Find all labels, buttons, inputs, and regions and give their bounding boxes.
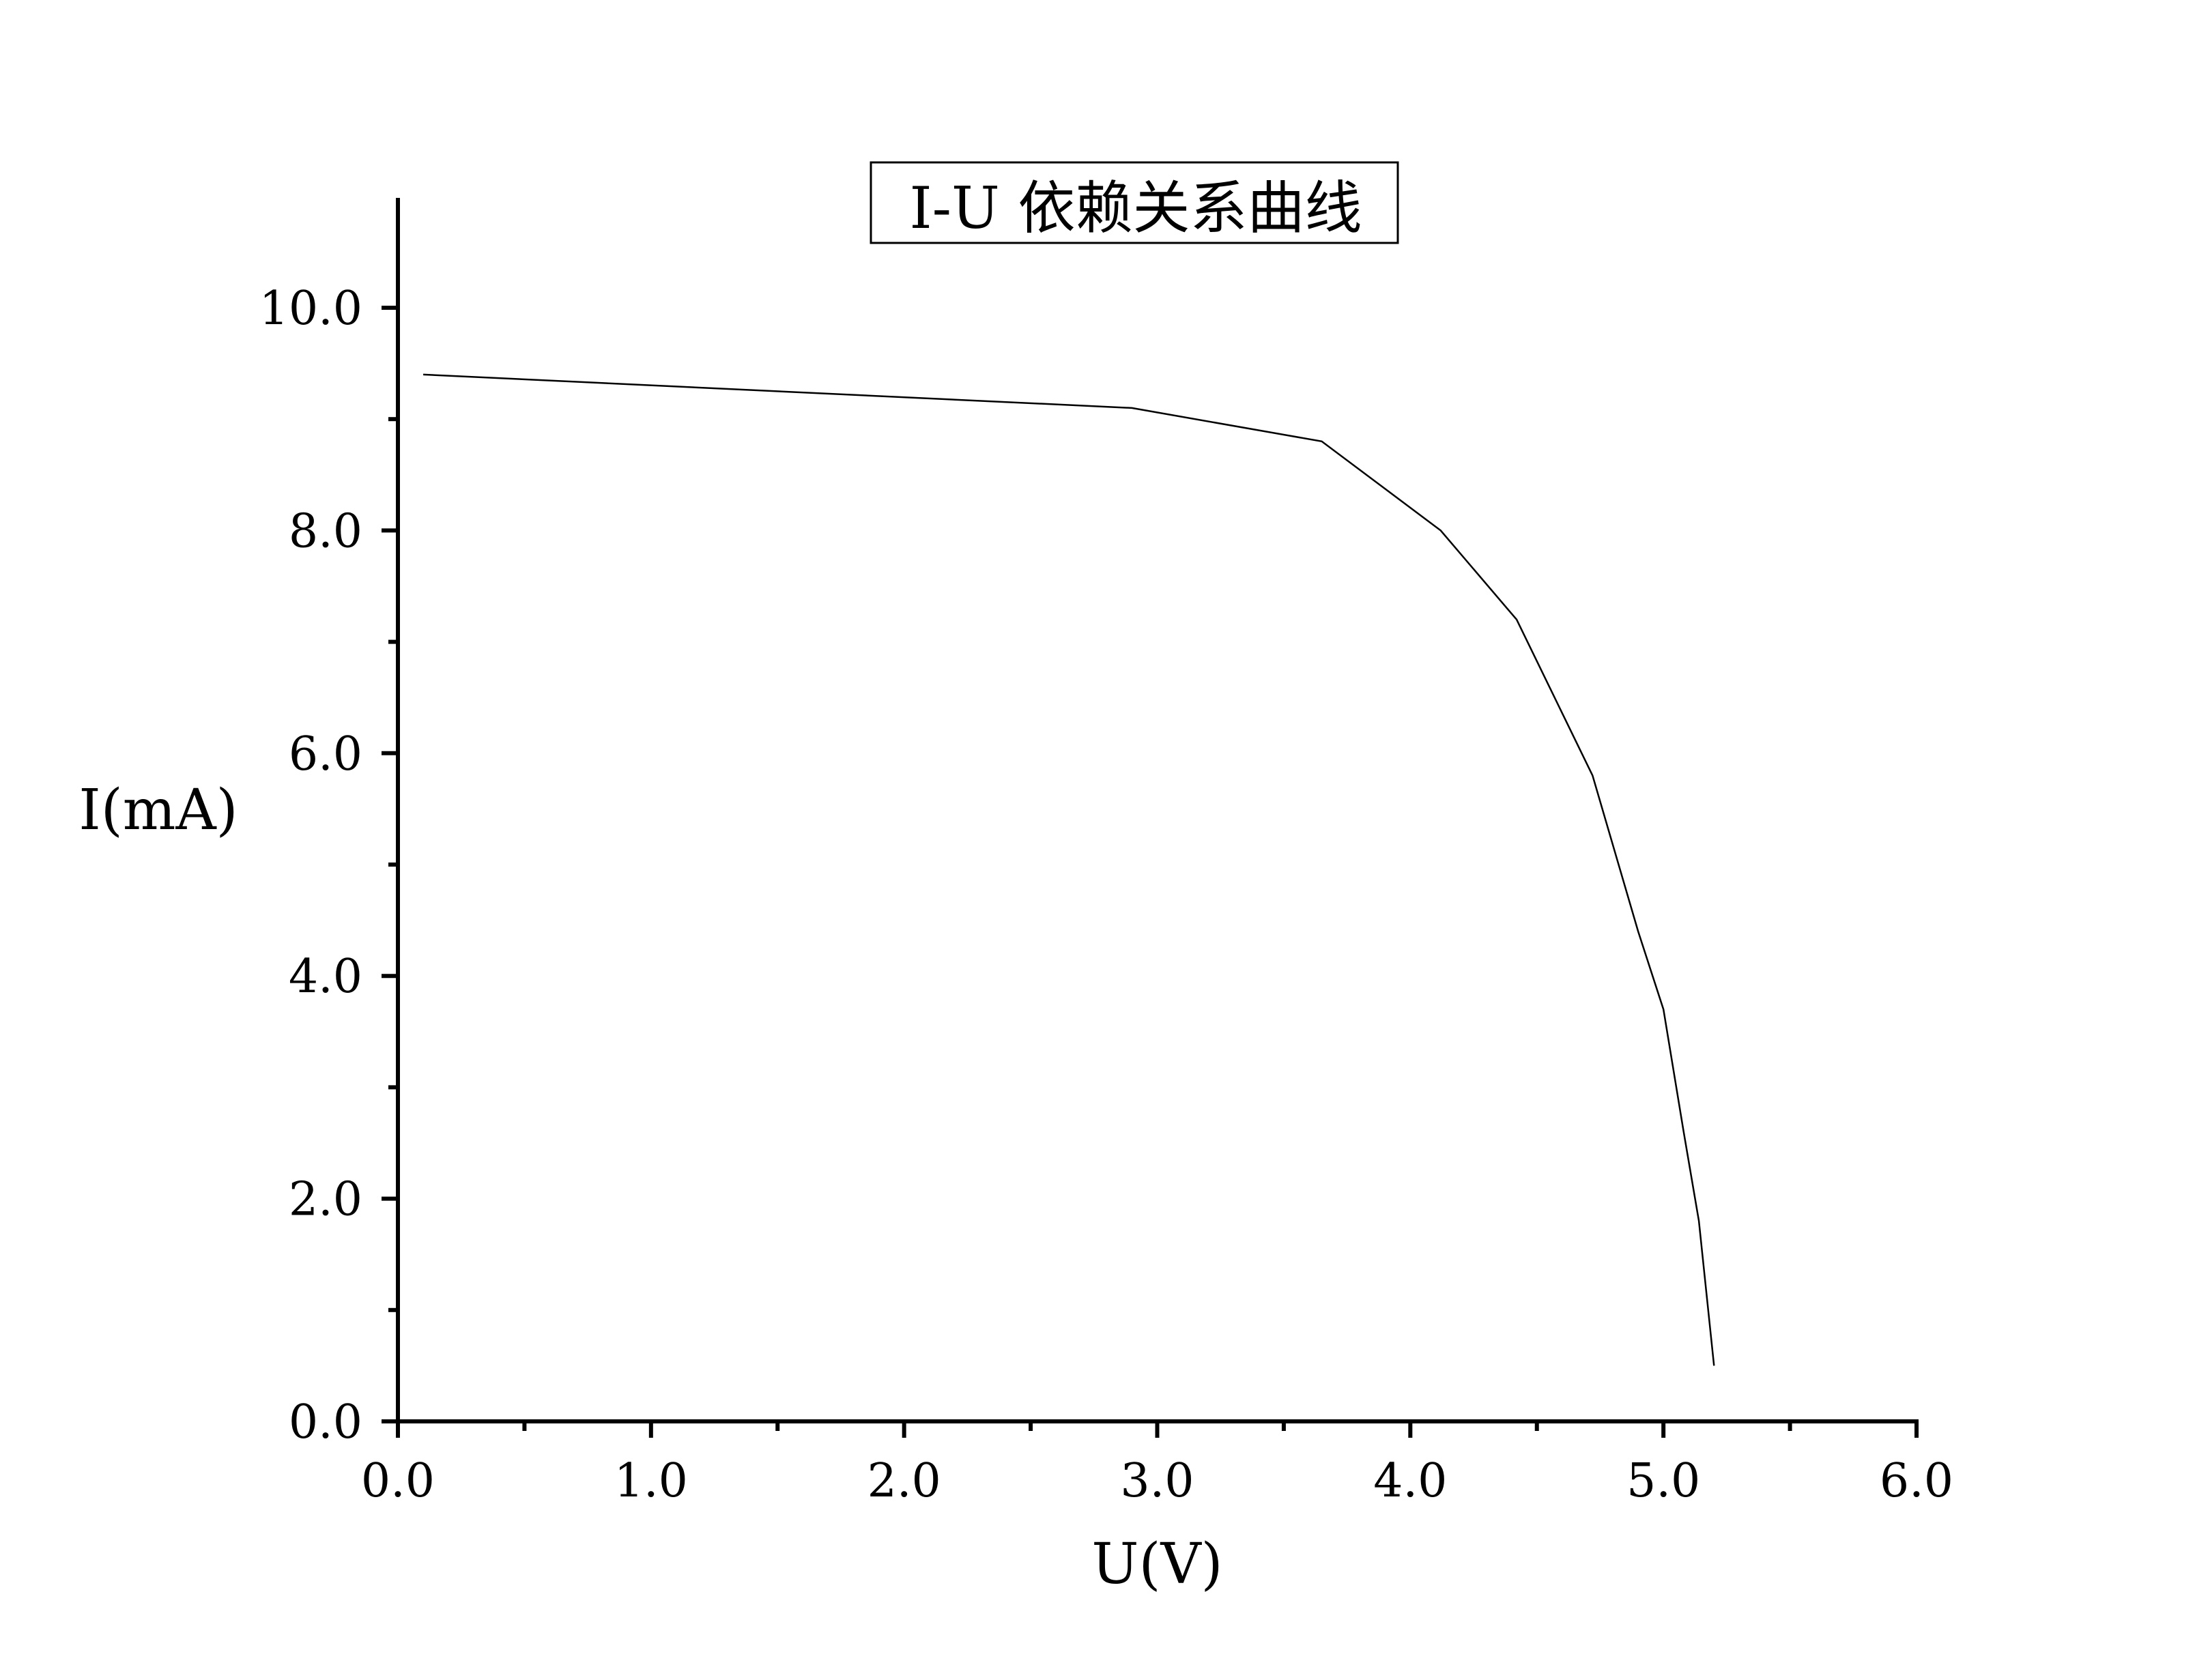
chart-title-group: I-U 依赖关系曲线 [870, 161, 1399, 244]
y-tick-label: 10.0 [259, 282, 362, 336]
y-tick-label: 4.0 [289, 950, 362, 1004]
series-line-iu-curve [423, 373, 1715, 1366]
x-tick-label: 0.0 [361, 1454, 435, 1508]
x-axis-label: U(V) [1091, 1532, 1222, 1597]
x-axis-ticks: 0.0 1.0 2.0 3.0 4.0 5.0 6.0 [361, 1421, 1953, 1508]
series-layer [423, 373, 1715, 1366]
x-tick-label: 2.0 [867, 1454, 941, 1508]
x-tick-label: 3.0 [1120, 1454, 1194, 1508]
y-axis-label: I(mA) [78, 778, 238, 843]
chart-title-box [870, 161, 1399, 244]
y-tick-label: 0.0 [289, 1395, 362, 1449]
x-tick-label: 1.0 [614, 1454, 688, 1508]
y-tick-label: 6.0 [289, 727, 362, 781]
chart-title: I-U 依赖关系曲线 [909, 175, 1362, 242]
x-tick-label: 6.0 [1880, 1454, 1953, 1508]
y-tick-label: 2.0 [289, 1173, 362, 1227]
y-axis-ticks: 0.0 2.0 4.0 6.0 8.0 10.0 [259, 282, 398, 1449]
x-tick-label: 4.0 [1373, 1454, 1447, 1508]
y-tick-label: 8.0 [289, 504, 362, 558]
x-tick-label: 5.0 [1626, 1454, 1700, 1508]
